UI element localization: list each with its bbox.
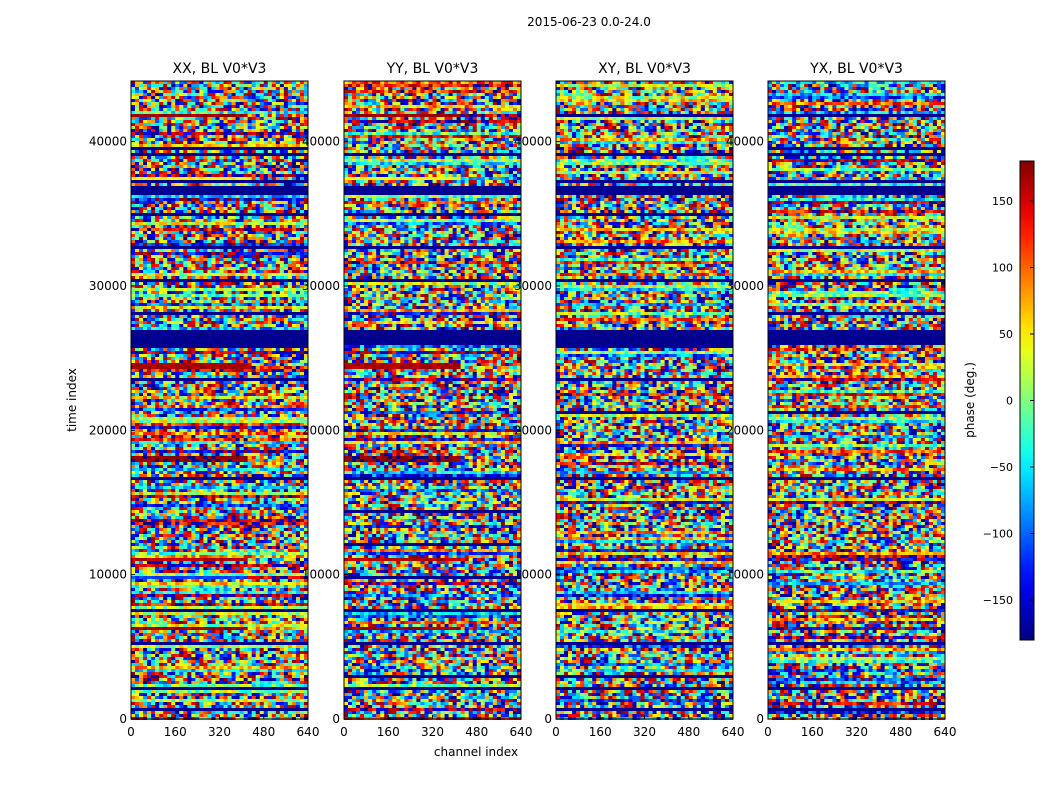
y-tick-label: 10000 [302, 568, 340, 582]
y-tick-label: 0 [332, 712, 340, 726]
y-tick-label: 20000 [89, 423, 127, 437]
y-tick-label: 10000 [514, 568, 552, 582]
panel-title: XY, BL V0*V3 [598, 61, 691, 77]
colorbar: −150 −100 −50 0 50 100 150 phase (deg.) [963, 160, 1035, 641]
x-tick-label: 160 [589, 725, 612, 739]
panel-3: XY, BL V0*V3 0 160 320 480 640 0 10000 20000 3000… [514, 61, 745, 739]
x-axis-label: channel index [434, 745, 518, 759]
x-tick-label: 320 [421, 725, 444, 739]
x-tick-label: 320 [208, 725, 231, 739]
phase-heatmap [131, 81, 309, 720]
y-tick-label: 40000 [89, 135, 127, 149]
x-tick-label: 640 [934, 725, 957, 739]
y-tick-label: 30000 [302, 279, 340, 293]
colorbar-tick-label: 0 [1006, 395, 1013, 408]
x-tick-label: 0 [127, 725, 135, 739]
x-tick-label: 480 [889, 725, 912, 739]
phase-heatmap [768, 81, 946, 720]
y-tick-label: 0 [119, 712, 127, 726]
y-tick-label: 10000 [89, 568, 127, 582]
x-tick-label: 160 [801, 725, 824, 739]
x-tick-label: 480 [252, 725, 275, 739]
x-tick-label: 640 [510, 725, 533, 739]
colorbar-tick-label: −100 [983, 528, 1013, 541]
y-tick-label: 40000 [302, 135, 340, 149]
panel-title: XX, BL V0*V3 [173, 61, 267, 77]
y-tick-label: 20000 [302, 423, 340, 437]
x-tick-label: 480 [677, 725, 700, 739]
figure-suptitle: 2015-06-23 0.0-24.0 [527, 15, 651, 29]
y-tick-label: 10000 [726, 568, 764, 582]
colorbar-label: phase (deg.) [963, 362, 977, 438]
y-tick-label: 30000 [514, 279, 552, 293]
y-tick-label: 40000 [726, 135, 764, 149]
colorbar-tick-label: −150 [983, 594, 1013, 607]
y-tick-label: 0 [756, 712, 764, 726]
panel-2: YY, BL V0*V3 0 160 320 480 640 0 10000 20000 3000… [302, 61, 533, 739]
y-tick-label: 20000 [514, 423, 552, 437]
phase-heatmap [344, 81, 522, 720]
x-tick-label: 640 [297, 725, 320, 739]
x-tick-label: 640 [722, 725, 745, 739]
y-tick-label: 0 [544, 712, 552, 726]
panel-4: YX, BL V0*V3 0 160 320 480 640 0 10000 20000 3000… [726, 61, 957, 739]
x-tick-label: 320 [633, 725, 656, 739]
y-axis-label: time index [65, 368, 79, 432]
panel-title: YX, BL V0*V3 [809, 61, 903, 77]
x-tick-label: 160 [377, 725, 400, 739]
x-tick-label: 0 [552, 725, 560, 739]
x-tick-label: 320 [845, 725, 868, 739]
panel-title: YY, BL V0*V3 [386, 61, 479, 77]
colorbar-tick-label: 150 [992, 195, 1013, 208]
x-tick-label: 160 [164, 725, 187, 739]
y-tick-label: 30000 [726, 279, 764, 293]
phase-heatmap [556, 81, 734, 720]
x-tick-label: 480 [465, 725, 488, 739]
x-tick-label: 0 [764, 725, 772, 739]
colorbar-tick-label: 50 [999, 328, 1013, 341]
panels: XX, BL V0*V3 0 160 320 480 640 0 10000 20000 3000… [89, 61, 957, 739]
x-tick-label: 0 [340, 725, 348, 739]
colorbar-tick-label: −50 [990, 461, 1013, 474]
y-tick-label: 40000 [514, 135, 552, 149]
y-tick-label: 20000 [726, 423, 764, 437]
colorbar-tick-label: 100 [992, 261, 1013, 274]
panel-1: XX, BL V0*V3 0 160 320 480 640 0 10000 20000 3000… [89, 61, 320, 739]
y-tick-label: 30000 [89, 279, 127, 293]
